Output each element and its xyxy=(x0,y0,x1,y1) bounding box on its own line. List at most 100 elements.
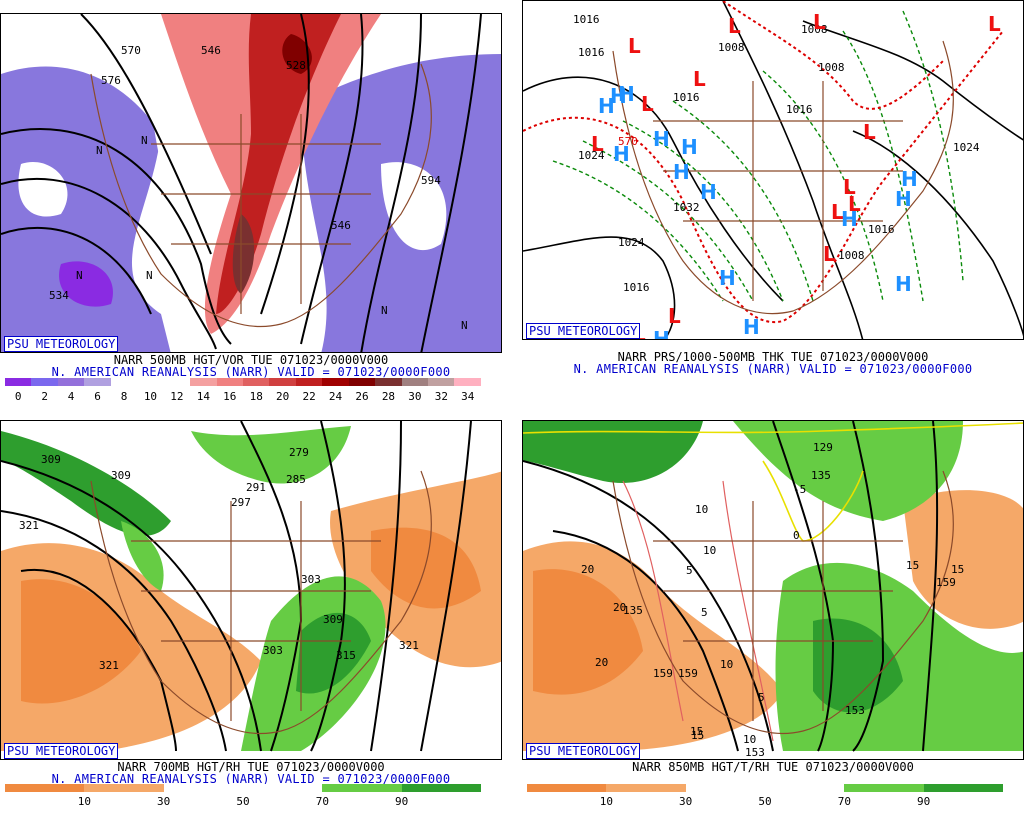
legend-swatch xyxy=(428,378,454,386)
legend-swatch xyxy=(164,784,243,792)
svg-text:N: N xyxy=(96,144,103,157)
svg-text:309: 309 xyxy=(323,613,343,626)
map-pressure: 1016 1016 1008 1008 1008 1016 1024 1024 … xyxy=(522,0,1024,340)
svg-text:159: 159 xyxy=(653,667,673,680)
legend-swatch xyxy=(402,784,481,792)
svg-text:1016: 1016 xyxy=(673,91,700,104)
credit-label: PSU METEOROLOGY xyxy=(526,323,640,339)
svg-text:321: 321 xyxy=(399,639,419,652)
svg-text:L: L xyxy=(591,132,604,156)
legend-tick-label: 34 xyxy=(461,390,474,403)
svg-text:H: H xyxy=(681,135,698,159)
legend-swatch xyxy=(84,784,163,792)
svg-text:1008: 1008 xyxy=(818,61,845,74)
svg-text:297: 297 xyxy=(231,496,251,509)
svg-text:10: 10 xyxy=(720,658,733,671)
svg-text:20: 20 xyxy=(581,563,594,576)
legend-swatch xyxy=(84,378,110,386)
legend-tick-label: 8 xyxy=(121,390,128,403)
legend-swatch xyxy=(527,784,606,792)
legend-swatch xyxy=(243,378,269,386)
legend-tick-label: 90 xyxy=(917,795,930,808)
svg-text:L: L xyxy=(813,10,826,34)
svg-text:H: H xyxy=(610,84,627,108)
svg-text:285: 285 xyxy=(286,473,306,486)
svg-text:L: L xyxy=(863,120,876,144)
svg-text:1024: 1024 xyxy=(953,141,980,154)
legend-swatch xyxy=(322,378,348,386)
svg-text:15: 15 xyxy=(906,559,919,572)
svg-text:L: L xyxy=(641,92,654,116)
svg-text:1016: 1016 xyxy=(623,281,650,294)
svg-text:20: 20 xyxy=(595,656,608,669)
svg-text:N: N xyxy=(141,134,148,147)
map-850mb: 129 135 -5 0 10 10 5 5 20 20 20 15 15 15… xyxy=(522,420,1024,760)
map-pressure-svg: 1016 1016 1008 1008 1008 1016 1024 1024 … xyxy=(523,1,1024,340)
svg-text:5: 5 xyxy=(686,564,693,577)
panel-850mb-temp-rh: 129 135 -5 0 10 10 5 5 20 20 20 15 15 15… xyxy=(522,420,1024,830)
svg-text:576: 576 xyxy=(101,74,121,87)
svg-text:1008: 1008 xyxy=(838,249,865,262)
legend-swatch xyxy=(5,784,84,792)
legend-swatch xyxy=(402,378,428,386)
svg-text:159: 159 xyxy=(678,667,698,680)
svg-text:309: 309 xyxy=(111,469,131,482)
legend-swatch xyxy=(765,784,844,792)
svg-text:546: 546 xyxy=(201,44,221,57)
credit-label: PSU METEOROLOGY xyxy=(526,743,640,759)
legend-tick-label: 30 xyxy=(679,795,692,808)
svg-text:321: 321 xyxy=(99,659,119,672)
color-legend-bar xyxy=(527,784,1003,792)
panel-subtitle: N. AMERICAN REANALYSIS (NARR) VALID = 07… xyxy=(522,363,1024,375)
legend-swatch xyxy=(58,378,84,386)
legend-swatch xyxy=(296,378,322,386)
legend-swatch xyxy=(349,378,375,386)
legend-swatch xyxy=(924,784,1003,792)
color-legend-bar xyxy=(5,378,481,386)
color-legend-bar xyxy=(5,784,481,792)
svg-text:10: 10 xyxy=(695,503,708,516)
svg-text:10: 10 xyxy=(743,733,756,746)
svg-text:15: 15 xyxy=(690,725,703,738)
legend-swatch xyxy=(243,784,322,792)
svg-text:L: L xyxy=(823,242,836,266)
svg-text:5: 5 xyxy=(701,606,708,619)
svg-text:H: H xyxy=(653,127,670,151)
legend-swatch xyxy=(322,784,401,792)
svg-text:15: 15 xyxy=(951,563,964,576)
legend-tick-label: 90 xyxy=(395,795,408,808)
legend-tick-label: 2 xyxy=(41,390,48,403)
svg-text:L: L xyxy=(728,14,741,38)
panel-500mb-vorticity: 570 576 546 528 594 546 534 N N N N N N … xyxy=(0,13,502,423)
panel-pressure-thickness: 1016 1016 1008 1008 1008 1016 1024 1024 … xyxy=(522,0,1024,410)
svg-text:528: 528 xyxy=(286,59,306,72)
svg-text:159: 159 xyxy=(936,576,956,589)
svg-text:570: 570 xyxy=(121,44,141,57)
svg-text:H: H xyxy=(895,272,912,296)
svg-text:309: 309 xyxy=(41,453,61,466)
svg-text:0: 0 xyxy=(793,529,800,542)
legend-swatch xyxy=(5,378,31,386)
svg-text:315: 315 xyxy=(336,649,356,662)
svg-text:N: N xyxy=(146,269,153,282)
legend-tick-label: 70 xyxy=(838,795,851,808)
legend-tick-label: 28 xyxy=(382,390,395,403)
svg-text:1024: 1024 xyxy=(618,236,645,249)
panel-title: NARR 850MB HGT/T/RH TUE 071023/0000V000 xyxy=(522,761,1024,773)
legend-swatch xyxy=(190,378,216,386)
legend-tick-label: 30 xyxy=(408,390,421,403)
svg-text:N: N xyxy=(76,269,83,282)
legend-tick-label: 6 xyxy=(94,390,101,403)
legend-tick-label: 12 xyxy=(170,390,183,403)
legend-swatch xyxy=(375,378,401,386)
legend-tick-label: 4 xyxy=(68,390,75,403)
svg-text:H: H xyxy=(895,187,912,211)
svg-text:534: 534 xyxy=(49,289,69,302)
svg-text:L: L xyxy=(693,67,706,91)
legend-tick-label: 32 xyxy=(435,390,448,403)
legend-tick-label: 26 xyxy=(355,390,368,403)
legend-swatch xyxy=(137,378,163,386)
svg-text:291: 291 xyxy=(246,481,266,494)
